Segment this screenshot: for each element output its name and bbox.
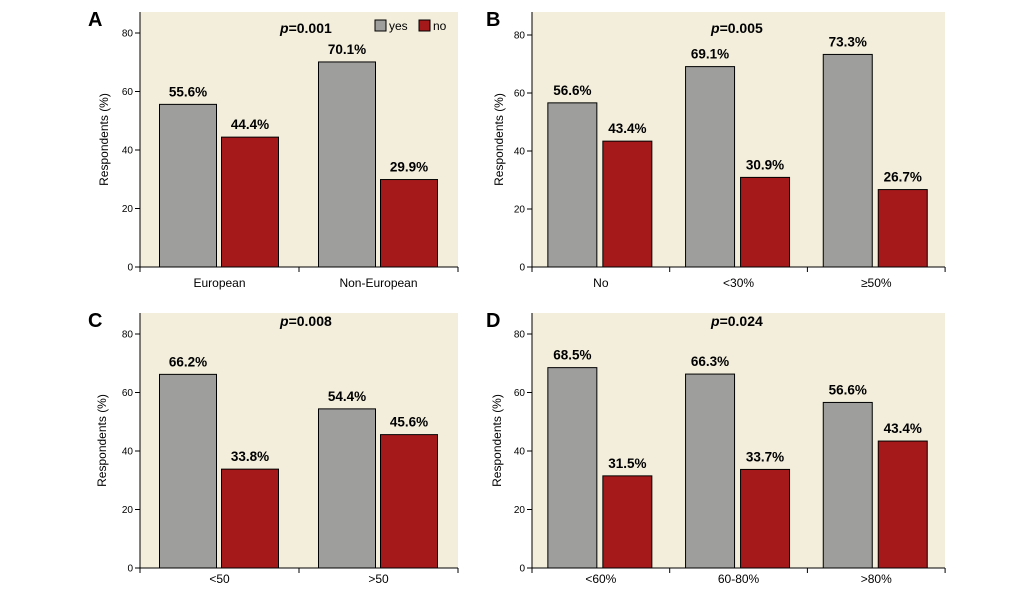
panel-letter: B: [486, 9, 500, 31]
data-label: 31.5%: [608, 456, 646, 471]
panel-letter: D: [486, 310, 500, 332]
x-tick-label: <50: [209, 572, 230, 586]
bar-no: [380, 179, 438, 268]
data-label: 56.6%: [829, 382, 867, 397]
data-label: 54.4%: [328, 389, 366, 404]
data-label: 66.2%: [169, 354, 207, 369]
legend: yes no: [374, 19, 447, 33]
p-value: p=0.008: [279, 313, 332, 329]
data-label: 69.1%: [691, 47, 729, 62]
y-axis-label: Respondents (%): [95, 394, 109, 487]
y-tick-label: 40: [514, 447, 526, 458]
y-tick-label: 80: [122, 29, 134, 40]
bar-no: [877, 189, 928, 268]
bar-no: [221, 136, 279, 268]
y-axis-label: Respondents (%): [490, 394, 504, 487]
data-label: 43.4%: [884, 421, 922, 436]
y-tick-label: 40: [122, 146, 134, 157]
bar-yes: [318, 408, 376, 569]
bar-yes: [822, 53, 873, 268]
bar-yes: [547, 102, 598, 268]
legend-label-no: no: [433, 19, 447, 33]
y-tick-label: 0: [519, 263, 525, 274]
bar-no: [602, 140, 653, 268]
data-label: 33.7%: [746, 449, 784, 464]
legend-label-yes: yes: [389, 19, 408, 33]
x-tick-label: Non-European: [339, 276, 417, 290]
legend-swatch-yes: [374, 19, 387, 32]
x-tick-label: >50: [368, 572, 389, 586]
bar-no: [740, 468, 791, 569]
data-label: 33.8%: [231, 449, 269, 464]
bar-no: [602, 475, 653, 569]
x-tick-label: <60%: [585, 572, 616, 586]
y-tick-label: 20: [514, 205, 526, 216]
data-label: 29.9%: [390, 160, 428, 175]
bar-yes: [685, 66, 736, 268]
legend-swatch-no: [418, 19, 431, 32]
bar-yes: [822, 401, 873, 569]
plot-background: [532, 12, 945, 267]
y-tick-label: 0: [519, 564, 525, 575]
data-label: 55.6%: [169, 84, 207, 99]
y-tick-label: 80: [514, 31, 526, 42]
p-value: p=0.001: [279, 20, 332, 36]
p-value: p=0.005: [710, 20, 763, 36]
data-label: 56.6%: [553, 83, 591, 98]
y-tick-label: 60: [514, 89, 526, 100]
data-label: 45.6%: [390, 415, 428, 430]
bar-no: [380, 434, 438, 569]
bar-yes: [318, 61, 376, 268]
data-label: 68.5%: [553, 348, 591, 363]
y-tick-label: 80: [514, 330, 526, 341]
x-tick-label: >80%: [861, 572, 892, 586]
bar-no: [740, 176, 791, 268]
x-tick-label: European: [193, 276, 245, 290]
y-tick-label: 20: [122, 204, 134, 215]
panel-letter: A: [88, 9, 102, 31]
data-label: 73.3%: [829, 34, 867, 49]
bar-yes: [547, 367, 598, 569]
y-tick-label: 80: [122, 330, 134, 341]
panel-letter: C: [88, 310, 102, 332]
data-label: 26.7%: [884, 170, 922, 185]
y-tick-label: 0: [127, 564, 133, 575]
y-tick-label: 60: [122, 87, 134, 98]
x-tick-label: No: [593, 276, 609, 290]
y-tick-label: 20: [122, 505, 134, 516]
data-label: 44.4%: [231, 117, 269, 132]
data-label: 30.9%: [746, 157, 784, 172]
y-tick-label: 0: [127, 263, 133, 274]
bar-yes: [685, 373, 736, 569]
x-tick-label: 60-80%: [718, 572, 760, 586]
y-tick-label: 40: [122, 447, 134, 458]
y-tick-label: 60: [122, 388, 134, 399]
plot-background: [532, 313, 945, 568]
bar-no: [877, 440, 928, 569]
y-tick-label: 40: [514, 147, 526, 158]
bar-yes: [159, 373, 217, 569]
data-label: 43.4%: [608, 121, 646, 136]
data-label: 66.3%: [691, 354, 729, 369]
data-label: 70.1%: [328, 42, 366, 57]
bar-no: [221, 468, 279, 569]
p-value: p=0.024: [710, 313, 763, 329]
y-axis-label: Respondents (%): [97, 93, 111, 186]
x-tick-label: ≥50%: [861, 276, 892, 290]
x-tick-label: <30%: [723, 276, 754, 290]
bar-yes: [159, 103, 217, 268]
y-tick-label: 20: [514, 505, 526, 516]
y-tick-label: 60: [514, 388, 526, 399]
y-axis-label: Respondents (%): [492, 93, 506, 186]
